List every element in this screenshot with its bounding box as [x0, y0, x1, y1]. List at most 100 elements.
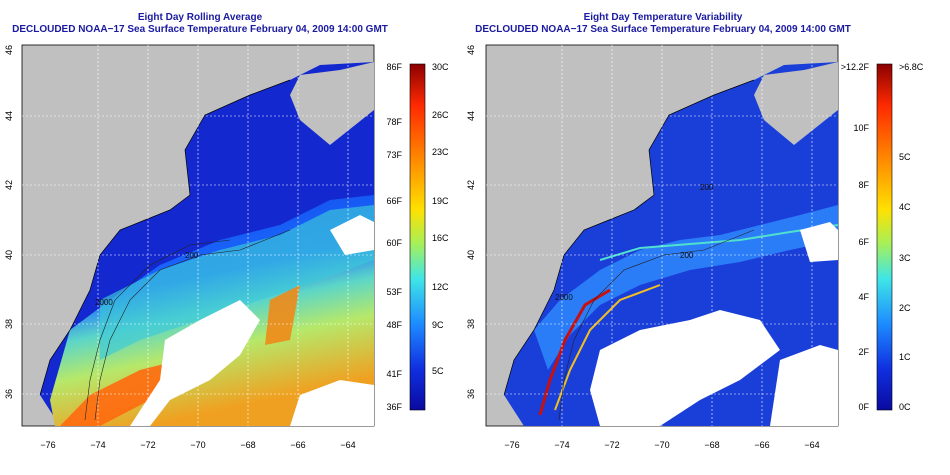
left-contour-label-2: 2000 — [95, 298, 113, 307]
left-x-tick: −74 — [90, 440, 105, 450]
right-y-tick: 38 — [466, 319, 476, 329]
right-y-tick: 42 — [466, 180, 476, 190]
left-y-tick: 44 — [4, 111, 14, 121]
left-title: Eight Day Rolling Average DECLOUDED NOAA… — [10, 12, 390, 36]
right-colorbar-c-labels: >6.8C 5C 4C 3C 2C 1C 0C — [899, 62, 924, 412]
left-cloud-area — [130, 300, 260, 426]
colorbar-label: 4C — [899, 202, 911, 212]
colorbar-label: 41F — [386, 369, 402, 379]
colorbar-label: 2C — [899, 303, 911, 313]
colorbar-label: 12C — [432, 282, 449, 292]
colorbar-label: >6.8C — [899, 62, 924, 72]
left-contour-200 — [94, 229, 291, 421]
colorbar-label: 0F — [858, 402, 869, 412]
colorbar-label: 19C — [432, 196, 449, 206]
right-x-tick: −76 — [504, 440, 519, 450]
left-colorbar-f-labels: 86F 78F 73F 66F 60F 53F 48F 41F 36F — [386, 62, 402, 412]
left-y-tick: 42 — [4, 180, 14, 190]
colorbar-label: 16C — [432, 233, 449, 243]
left-colorbar: 86F 78F 73F 66F 60F 53F 48F 41F 36F 30C … — [386, 62, 449, 412]
left-map: 200 2000 −76 −74 −72 −70 −68 −66 −64 46 … — [4, 44, 375, 450]
colorbar-label: 3C — [899, 253, 911, 263]
left-y-tick: 38 — [4, 319, 14, 329]
right-contour-label-2: 2000 — [555, 293, 573, 302]
colorbar-label: 26C — [432, 110, 449, 120]
left-contour-label-1: 200 — [185, 251, 199, 260]
right-x-tick: −72 — [604, 440, 619, 450]
left-y-axis: 46 44 42 40 38 36 — [4, 45, 14, 399]
right-contour-label-1: 200 — [680, 251, 694, 260]
right-graticule — [486, 45, 838, 426]
right-x-tick: −64 — [804, 440, 819, 450]
colorbar-label: 5C — [899, 152, 911, 162]
left-x-tick: −70 — [190, 440, 205, 450]
colorbar-label: >12.2F — [841, 62, 870, 72]
right-front-cyan — [599, 224, 839, 261]
colorbar-label: 86F — [386, 62, 402, 72]
colorbar-label: 78F — [386, 117, 402, 127]
right-title-line1: Eight Day Temperature Variability — [583, 12, 743, 23]
left-title-line1: Eight Day Rolling Average — [137, 12, 263, 23]
right-cloud-area — [590, 310, 780, 426]
colorbar-label: 2F — [858, 347, 869, 357]
left-x-tick: −66 — [290, 440, 305, 450]
colorbar-label: 9C — [432, 320, 444, 330]
right-y-tick: 40 — [466, 250, 476, 260]
right-front-high — [538, 288, 611, 416]
right-front-mid — [554, 284, 661, 411]
colorbar-label: 53F — [386, 287, 402, 297]
colorbar-label: 66F — [386, 196, 402, 206]
colorbar-label: 4F — [858, 292, 869, 302]
right-nova-scotia — [754, 62, 838, 145]
colorbar-label: 36F — [386, 402, 402, 412]
colorbar-label: 48F — [386, 320, 402, 330]
left-cyan-band — [100, 205, 374, 360]
right-x-tick: −68 — [704, 440, 719, 450]
right-y-axis: 46 44 42 40 38 36 — [466, 45, 476, 399]
right-colorbar-f-labels: >12.2F 10F 8F 6F 4F 2F 0F — [841, 62, 870, 412]
left-y-tick: 36 — [4, 389, 14, 399]
left-colorbar-bar — [409, 63, 426, 411]
right-y-tick: 44 — [466, 111, 476, 121]
colorbar-label: 6F — [858, 237, 869, 247]
left-title-line2: DECLOUDED NOAA−17 Sea Surface Temperatur… — [12, 24, 388, 35]
colorbar-label: 30C — [432, 62, 449, 72]
colorbar-label: 5C — [432, 366, 444, 376]
right-colorbar: >12.2F 10F 8F 6F 4F 2F 0F >6.8C 5C 4C 3C… — [841, 62, 924, 412]
left-y-tick: 40 — [4, 250, 14, 260]
right-colorbar-bar — [876, 63, 893, 411]
left-contour-2000 — [84, 239, 231, 421]
left-x-tick: −76 — [40, 440, 55, 450]
right-cloud-area-2 — [770, 345, 838, 426]
left-x-tick: −72 — [140, 440, 155, 450]
colorbar-label: 8F — [858, 180, 869, 190]
right-y-tick: 36 — [466, 389, 476, 399]
colorbar-label: 10F — [853, 123, 869, 133]
left-coastline — [39, 79, 291, 396]
left-colorbar-c-labels: 30C 26C 23C 19C 16C 12C 9C 5C — [432, 62, 449, 376]
left-nova-scotia — [290, 62, 374, 145]
right-map: 200 2000 200 −76 −74 −72 −70 −68 −66 −64… — [466, 44, 839, 450]
right-title: Eight Day Temperature Variability DECLOU… — [463, 12, 863, 36]
left-orange-patch — [60, 330, 230, 426]
left-x-axis: −76 −74 −72 −70 −68 −66 −64 — [40, 440, 355, 450]
colorbar-label: 23C — [432, 147, 449, 157]
left-orange-patch-2 — [265, 285, 300, 345]
right-x-tick: −74 — [554, 440, 569, 450]
left-graticule — [22, 45, 374, 426]
right-y-tick: 46 — [466, 45, 476, 55]
left-cloud-area-2 — [290, 380, 374, 426]
left-x-tick: −68 — [240, 440, 255, 450]
colorbar-label: 60F — [386, 238, 402, 248]
right-x-axis: −76 −74 −72 −70 −68 −66 −64 — [504, 440, 819, 450]
colorbar-label: 73F — [386, 150, 402, 160]
left-cloud-area-3 — [330, 215, 374, 255]
right-title-line2: DECLOUDED NOAA−17 Sea Surface Temperatur… — [475, 24, 851, 35]
colorbar-label: 0C — [899, 402, 911, 412]
left-x-tick: −64 — [340, 440, 355, 450]
right-coastline — [503, 79, 755, 396]
right-x-tick: −70 — [654, 440, 669, 450]
right-contour-label-3: 200 — [700, 183, 714, 192]
colorbar-label: 1C — [899, 352, 911, 362]
